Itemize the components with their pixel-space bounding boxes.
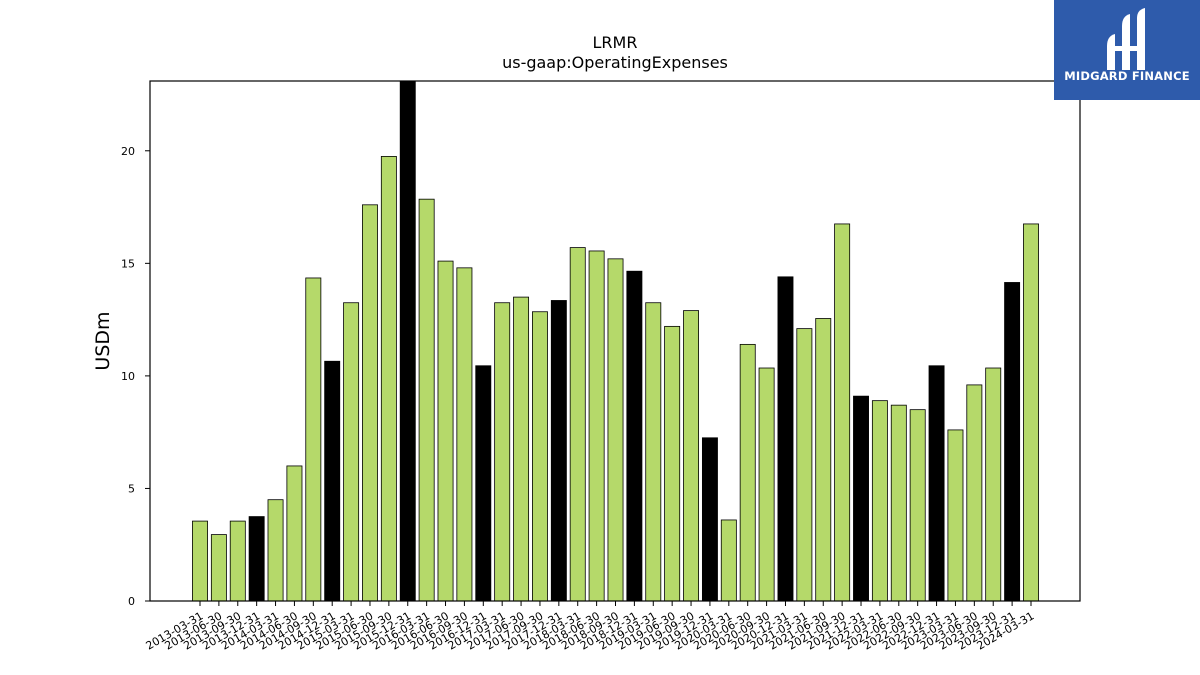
bar-2014-06-30 <box>286 465 303 602</box>
bar-2021-06-30 <box>815 318 832 602</box>
bar-2018-03-31 <box>569 247 586 602</box>
bar-2015-03-31 <box>343 302 360 602</box>
midgard-logo-icon <box>1107 8 1145 70</box>
logo-text: MIDGARD FINANCE <box>1064 69 1190 83</box>
bar-2023-09-30 <box>985 367 1002 602</box>
bar-2021-12-31 <box>853 395 869 602</box>
y-tick-label: 20 <box>121 145 135 158</box>
y-tick-label: 10 <box>121 370 135 383</box>
y-tick-label: 5 <box>128 482 135 495</box>
bar-2015-12-31 <box>399 80 416 602</box>
bar-2021-03-31 <box>796 328 813 602</box>
bar-2014-09-30 <box>305 277 322 602</box>
x-ticks: 2013-03-312013-06-302013-09-302013-12-31… <box>144 601 1037 653</box>
y-tick-label: 15 <box>121 257 135 270</box>
bar-2018-12-31 <box>626 270 643 602</box>
bars <box>192 80 1039 602</box>
bar-2017-09-30 <box>532 311 548 602</box>
chart-subtitle: us-gaap:OperatingExpenses <box>502 53 728 72</box>
bar-2020-12-31 <box>777 276 794 602</box>
bar-2022-03-31 <box>871 400 888 602</box>
bar-2013-09-30 <box>229 520 246 602</box>
bar-2019-12-31 <box>701 437 718 602</box>
bar-2015-06-30 <box>362 204 378 602</box>
y-ticks: 0 5 10 15 20 <box>121 145 150 608</box>
bar-2020-03-31 <box>720 519 737 602</box>
bar-2021-09-30 <box>834 223 851 602</box>
bar-2016-12-31 <box>475 365 492 602</box>
bar-2013-12-31 <box>248 516 265 602</box>
bar-2022-12-31 <box>928 365 945 602</box>
bar-2019-03-31 <box>645 302 662 602</box>
bar-2018-09-30 <box>607 258 624 602</box>
bar-2023-06-30 <box>966 384 983 602</box>
bar-2023-03-31 <box>947 429 964 602</box>
bar-2014-03-31 <box>267 499 284 602</box>
bar-2015-09-30 <box>380 156 397 602</box>
bar-2017-03-31 <box>494 302 511 602</box>
bar-2020-09-30 <box>758 367 775 602</box>
chart-title: LRMR <box>593 33 638 52</box>
bar-2016-03-31 <box>418 198 435 602</box>
plot-frame <box>149 80 1081 602</box>
bar-2017-06-30 <box>513 296 530 602</box>
bar-2024-03-31 <box>1023 223 1039 602</box>
bar-2017-12-31 <box>550 300 567 602</box>
bar-2014-12-31 <box>324 360 341 602</box>
midgard-logo: MIDGARD FINANCE <box>1054 0 1200 100</box>
bar-2019-09-30 <box>683 310 699 602</box>
bar-2016-09-30 <box>456 267 473 602</box>
y-axis-label: USDm <box>92 311 114 370</box>
bar-2022-06-30 <box>890 404 907 602</box>
bar-2013-06-30 <box>210 534 227 602</box>
bar-2020-06-30 <box>739 343 756 602</box>
bar-2018-06-30 <box>588 250 605 602</box>
y-tick-label: 0 <box>128 595 135 608</box>
bar-2022-09-30 <box>909 409 926 602</box>
bar-2019-06-30 <box>664 325 681 602</box>
bar-2013-03-31 <box>192 520 208 602</box>
bar-2016-06-30 <box>437 260 454 602</box>
bar-2023-12-31 <box>1004 282 1021 602</box>
